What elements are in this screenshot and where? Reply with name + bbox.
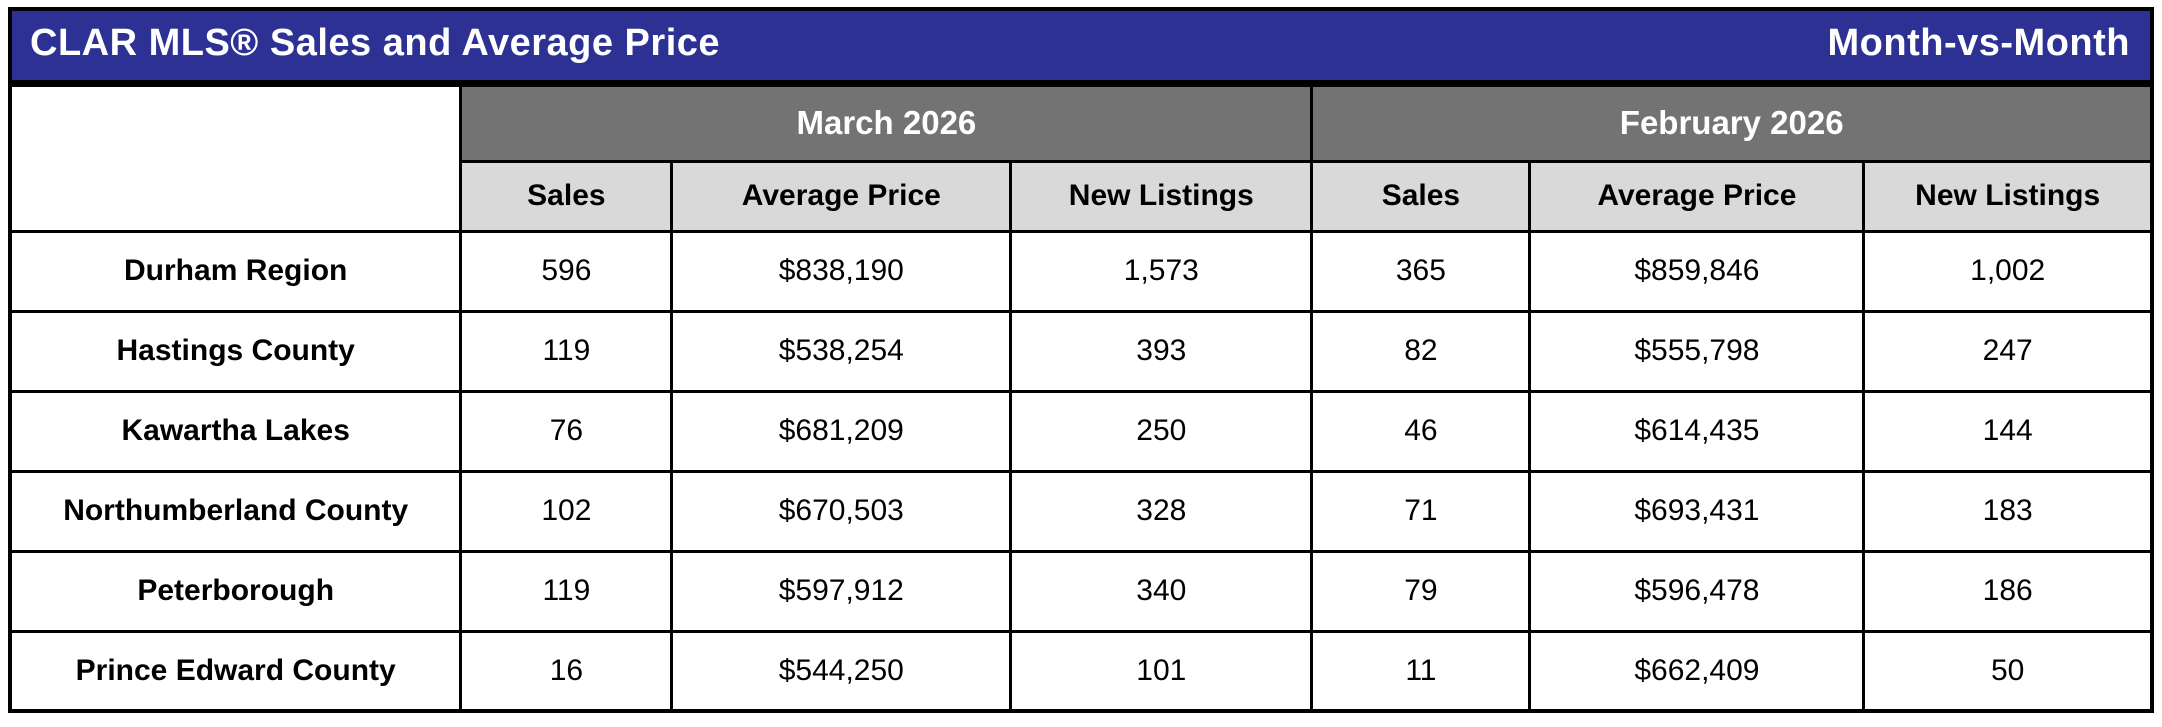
- region-label: Peterborough: [8, 549, 463, 633]
- column-header-february-sales: Sales: [1310, 159, 1532, 233]
- february-new-listings-value: 247: [1862, 309, 2154, 393]
- march-sales-value: 102: [459, 469, 674, 553]
- february-average-price-value: $596,478: [1528, 549, 1866, 633]
- march-average-price-value: $597,912: [670, 549, 1013, 633]
- march-average-price-value: $544,250: [670, 629, 1013, 713]
- march-new-listings-value: 328: [1009, 469, 1314, 553]
- table-row-hastings-county: Hastings County 119 $538,254 393 82 $555…: [8, 309, 2154, 393]
- march-sales-value: 119: [459, 549, 674, 633]
- column-header-february-new-listings: New Listings: [1862, 159, 2154, 233]
- column-header-march-new-listings: New Listings: [1009, 159, 1314, 233]
- sales-average-price-table: March 2026 February 2026 Sales Average P…: [8, 83, 2154, 713]
- february-new-listings-value: 1,002: [1862, 229, 2154, 313]
- february-sales-value: 82: [1310, 309, 1532, 393]
- column-header-row: Sales Average Price New Listings Sales A…: [10, 159, 2154, 233]
- march-new-listings-value: 1,573: [1009, 229, 1314, 313]
- group-header-february: February 2026: [1310, 83, 2154, 163]
- february-sales-value: 79: [1310, 549, 1532, 633]
- page-title: CLAR MLS® Sales and Average Price: [30, 22, 721, 64]
- table-row-peterborough: Peterborough 119 $597,912 340 79 $596,47…: [8, 549, 2154, 633]
- table-row-northumberland-county: Northumberland County 102 $670,503 328 7…: [8, 469, 2154, 553]
- march-new-listings-value: 250: [1009, 389, 1314, 473]
- february-average-price-value: $693,431: [1528, 469, 1866, 553]
- corner-cell: [8, 83, 463, 233]
- region-label: Hastings County: [8, 309, 463, 393]
- title-bar: CLAR MLS® Sales and Average Price Month-…: [8, 7, 2154, 83]
- march-new-listings-value: 101: [1009, 629, 1314, 713]
- march-average-price-value: $681,209: [670, 389, 1013, 473]
- column-header-march-sales: Sales: [459, 159, 674, 233]
- region-label: Kawartha Lakes: [8, 389, 463, 473]
- march-sales-value: 596: [459, 229, 674, 313]
- march-sales-value: 119: [459, 309, 674, 393]
- march-average-price-value: $670,503: [670, 469, 1013, 553]
- table-row-durham-region: Durham Region 596 $838,190 1,573 365 $85…: [8, 229, 2154, 313]
- column-header-february-average-price: Average Price: [1528, 159, 1866, 233]
- march-new-listings-value: 393: [1009, 309, 1314, 393]
- region-label: Prince Edward County: [8, 629, 463, 713]
- table-row-kawartha-lakes: Kawartha Lakes 76 $681,209 250 46 $614,4…: [8, 389, 2154, 473]
- february-average-price-value: $555,798: [1528, 309, 1866, 393]
- region-label: Northumberland County: [8, 469, 463, 553]
- february-average-price-value: $859,846: [1528, 229, 1866, 313]
- february-new-listings-value: 50: [1862, 629, 2154, 713]
- comparison-label: Month-vs-Month: [1827, 22, 2130, 64]
- march-sales-value: 76: [459, 389, 674, 473]
- march-average-price-value: $538,254: [670, 309, 1013, 393]
- february-sales-value: 71: [1310, 469, 1532, 553]
- region-label: Durham Region: [8, 229, 463, 313]
- february-new-listings-value: 144: [1862, 389, 2154, 473]
- february-average-price-value: $614,435: [1528, 389, 1866, 473]
- february-average-price-value: $662,409: [1528, 629, 1866, 713]
- february-new-listings-value: 186: [1862, 549, 2154, 633]
- february-sales-value: 365: [1310, 229, 1532, 313]
- february-sales-value: 46: [1310, 389, 1532, 473]
- march-average-price-value: $838,190: [670, 229, 1013, 313]
- february-sales-value: 11: [1310, 629, 1532, 713]
- column-header-march-average-price: Average Price: [670, 159, 1013, 233]
- march-sales-value: 16: [459, 629, 674, 713]
- month-group-header-row: March 2026 February 2026: [8, 83, 2154, 233]
- table-row-prince-edward-county: Prince Edward County 16 $544,250 101 11 …: [8, 629, 2154, 713]
- group-header-march: March 2026: [459, 83, 1314, 163]
- march-new-listings-value: 340: [1009, 549, 1314, 633]
- february-new-listings-value: 183: [1862, 469, 2154, 553]
